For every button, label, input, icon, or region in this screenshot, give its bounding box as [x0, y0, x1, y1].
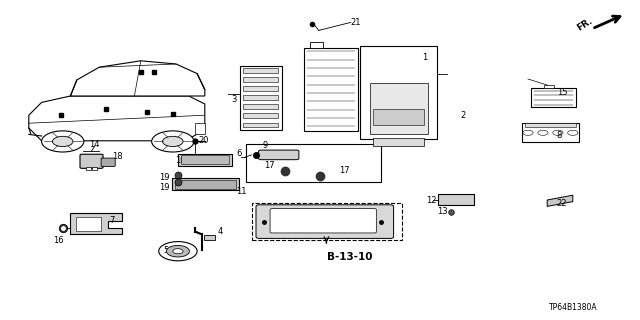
FancyBboxPatch shape — [256, 205, 394, 238]
FancyBboxPatch shape — [80, 154, 103, 168]
Text: 9: 9 — [262, 141, 268, 150]
Circle shape — [42, 131, 84, 152]
Bar — [438, 194, 474, 205]
Bar — [252, 203, 402, 240]
Text: 22: 22 — [557, 199, 567, 208]
Text: 5: 5 — [163, 246, 168, 255]
Circle shape — [538, 130, 548, 135]
Polygon shape — [70, 61, 205, 96]
Circle shape — [568, 130, 578, 135]
Bar — [243, 104, 278, 109]
Bar — [243, 77, 278, 82]
Text: 19: 19 — [159, 173, 170, 182]
Bar — [373, 109, 424, 125]
Bar — [175, 180, 236, 189]
Circle shape — [152, 131, 194, 152]
Text: 14: 14 — [90, 140, 100, 149]
Text: TP64B1380A: TP64B1380A — [548, 303, 597, 312]
Text: 17: 17 — [264, 161, 275, 170]
Bar — [304, 48, 358, 131]
Bar — [360, 46, 437, 139]
Polygon shape — [547, 195, 573, 206]
Text: 17: 17 — [339, 166, 350, 175]
Circle shape — [166, 245, 189, 257]
Text: 18: 18 — [112, 152, 123, 161]
Text: FR.: FR. — [575, 16, 594, 33]
Bar — [243, 95, 278, 100]
Text: 13: 13 — [437, 207, 448, 216]
Text: 6: 6 — [237, 149, 242, 158]
Bar — [370, 83, 428, 134]
Text: 4: 4 — [218, 227, 223, 236]
Text: 2: 2 — [461, 111, 466, 120]
Text: 7: 7 — [109, 216, 115, 225]
Text: 16: 16 — [53, 236, 64, 245]
Text: 15: 15 — [557, 88, 567, 97]
Circle shape — [173, 249, 183, 254]
Bar — [92, 167, 97, 170]
Text: 10: 10 — [175, 156, 186, 165]
Polygon shape — [70, 213, 122, 234]
Circle shape — [163, 136, 183, 147]
Bar — [522, 123, 579, 142]
Text: 21: 21 — [351, 18, 361, 27]
Bar — [76, 217, 101, 231]
Bar — [240, 66, 282, 130]
Bar — [310, 42, 323, 48]
FancyBboxPatch shape — [259, 150, 299, 160]
Text: 11: 11 — [236, 188, 246, 196]
Bar — [531, 88, 576, 107]
Text: 20: 20 — [198, 136, 209, 145]
FancyBboxPatch shape — [101, 158, 115, 166]
Bar — [181, 155, 229, 164]
Text: B-13-10: B-13-10 — [326, 252, 372, 262]
Bar — [243, 86, 278, 91]
Bar — [246, 144, 381, 182]
Bar — [172, 178, 239, 190]
Text: 8: 8 — [557, 132, 562, 140]
Circle shape — [553, 130, 563, 135]
Bar — [178, 154, 232, 166]
Circle shape — [159, 242, 197, 261]
Polygon shape — [29, 96, 205, 141]
Circle shape — [52, 136, 73, 147]
FancyBboxPatch shape — [270, 209, 376, 233]
Bar — [525, 123, 576, 127]
Circle shape — [523, 130, 533, 135]
Text: 3: 3 — [232, 95, 237, 104]
Bar — [544, 85, 554, 88]
Bar — [195, 123, 205, 134]
Bar — [204, 235, 215, 240]
Text: 12: 12 — [426, 196, 436, 205]
Text: 19: 19 — [159, 183, 170, 192]
Bar — [373, 138, 424, 146]
Bar — [243, 68, 278, 73]
Bar — [243, 123, 278, 127]
Text: 1: 1 — [422, 53, 428, 62]
Bar — [86, 167, 91, 170]
Bar — [243, 114, 278, 118]
